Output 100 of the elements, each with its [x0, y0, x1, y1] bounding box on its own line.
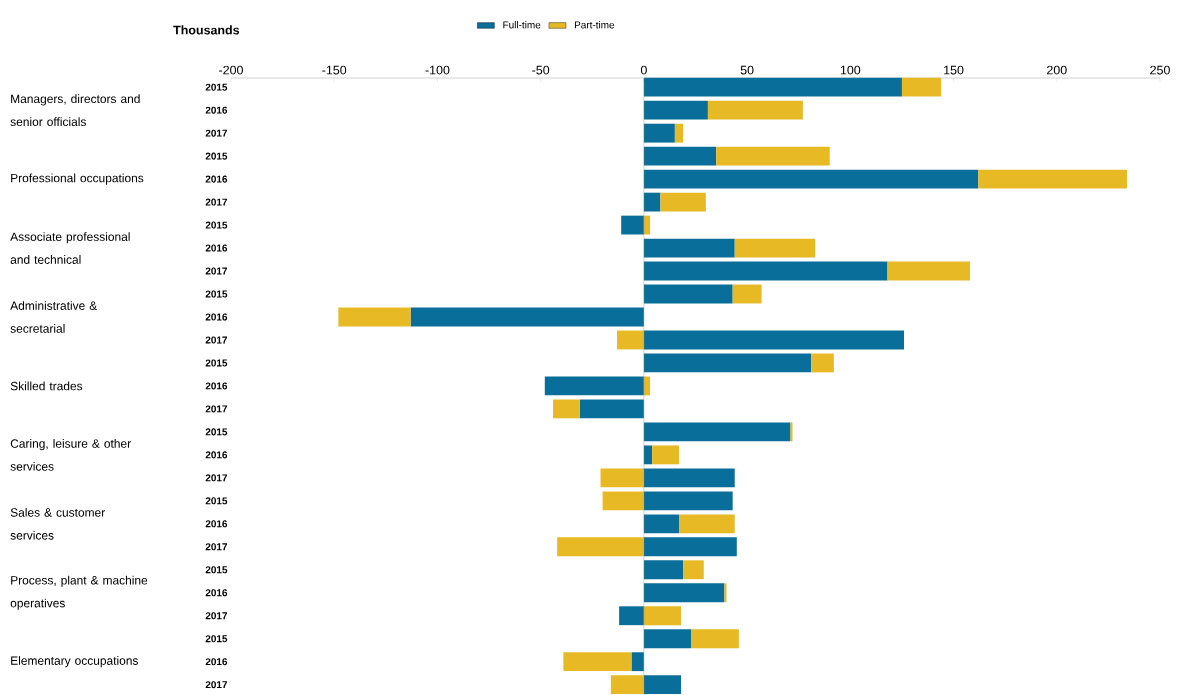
bar — [619, 606, 644, 626]
bar — [678, 514, 735, 534]
bar — [631, 652, 644, 672]
bar — [610, 675, 644, 695]
x-tick-label: 250 — [1150, 65, 1170, 75]
y-tick-label: 2015 — [205, 221, 228, 229]
bar — [579, 399, 644, 419]
y-tick-label: 2015 — [205, 566, 228, 574]
y-tick-label: 2016 — [205, 175, 228, 183]
x-tick-label: 100 — [840, 65, 861, 75]
bar — [621, 215, 644, 235]
x-tick-label: -50 — [532, 65, 550, 75]
x-tick-label: 200 — [1047, 65, 1067, 75]
bar — [643, 77, 902, 97]
bar — [643, 261, 888, 281]
bar — [643, 353, 812, 373]
bar — [643, 560, 684, 580]
bar — [811, 353, 834, 373]
y-tick-label: 2017 — [205, 198, 228, 206]
bar — [643, 468, 735, 488]
y-tick-label: 2015 — [205, 83, 228, 91]
text: Process, plant & machine operatives — [10, 575, 148, 610]
y-tick-label: 2017 — [205, 267, 228, 275]
bar — [652, 445, 679, 465]
bar — [674, 123, 684, 143]
bar — [643, 330, 905, 350]
bar — [563, 652, 632, 672]
bar — [716, 146, 830, 166]
y-tick-label: 2016 — [205, 451, 228, 459]
bar — [660, 192, 706, 212]
y-tick-label: 2017 — [205, 405, 228, 413]
x-tick-label: 150 — [944, 65, 964, 75]
bar — [338, 307, 411, 327]
bar — [707, 100, 803, 120]
text: Sales & customer services — [10, 507, 105, 540]
x-tick-label: 50 — [740, 65, 754, 75]
x-tick-label: -150 — [322, 65, 347, 75]
bar — [602, 491, 644, 511]
bar — [643, 422, 791, 442]
bar — [643, 238, 735, 258]
y-tick-label: 2016 — [205, 520, 228, 528]
bar — [643, 583, 725, 603]
bar — [557, 537, 644, 557]
y-tick-label: 2016 — [205, 106, 228, 114]
y-tick-label: 2015 — [205, 290, 228, 298]
y-tick-label: 2016 — [205, 382, 228, 390]
text: Caring, leisure & other services — [10, 439, 131, 471]
y-tick-label: 2016 — [205, 589, 228, 597]
bar — [643, 284, 733, 304]
bar — [410, 307, 644, 327]
x-tick-label: -200 — [219, 65, 243, 75]
bar — [643, 537, 737, 557]
bar — [691, 629, 739, 649]
bar — [724, 583, 727, 603]
bar — [643, 146, 717, 166]
y-tick-label: 2016 — [205, 244, 228, 252]
bar — [643, 100, 708, 120]
x-tick-label: 0 — [640, 65, 647, 75]
bar — [553, 399, 580, 419]
bar — [643, 629, 692, 649]
bar — [734, 238, 816, 258]
y-tick-label: 2017 — [205, 543, 228, 551]
legend-label: Part-time — [574, 21, 615, 29]
text: Managers, directors and senior officials — [10, 94, 140, 127]
bar — [544, 376, 644, 396]
bar — [617, 330, 644, 350]
bar — [643, 606, 682, 626]
bar — [643, 675, 682, 695]
bar — [732, 284, 762, 304]
y-tick-label: 2015 — [205, 497, 228, 505]
y-tick-label: 2015 — [205, 152, 228, 160]
text: Associate professional and technical — [10, 232, 130, 264]
bar — [683, 560, 704, 580]
bar — [643, 491, 733, 511]
y-tick-label: 2017 — [205, 612, 228, 620]
bar — [790, 422, 793, 442]
x-axis-title: Thousands — [173, 25, 240, 35]
y-tick-label: 2015 — [205, 359, 228, 367]
y-tick-label: 2017 — [205, 681, 228, 689]
bar — [887, 261, 971, 281]
bar — [643, 514, 679, 534]
legend-label: Full-time — [503, 21, 541, 29]
bar — [978, 169, 1127, 189]
y-tick-label: 2015 — [205, 428, 228, 436]
x-tick-label: -100 — [425, 65, 450, 75]
bar — [643, 192, 661, 212]
y-tick-label: 2017 — [205, 336, 228, 344]
y-tick-label: 2015 — [205, 635, 228, 643]
bar — [901, 77, 942, 97]
y-tick-label: 2017 — [205, 474, 228, 482]
y-tick-label: 2016 — [205, 313, 228, 321]
y-tick-label: 2017 — [205, 129, 228, 137]
text: Elementary occupations — [11, 656, 138, 668]
text: Professional occupations — [11, 173, 144, 185]
bar — [643, 169, 979, 189]
y-tick-label: 2016 — [205, 658, 228, 666]
text: Administrative & secretarial — [10, 301, 98, 333]
bar — [643, 123, 675, 143]
bar — [600, 468, 644, 488]
text: Skilled trades — [10, 381, 83, 391]
